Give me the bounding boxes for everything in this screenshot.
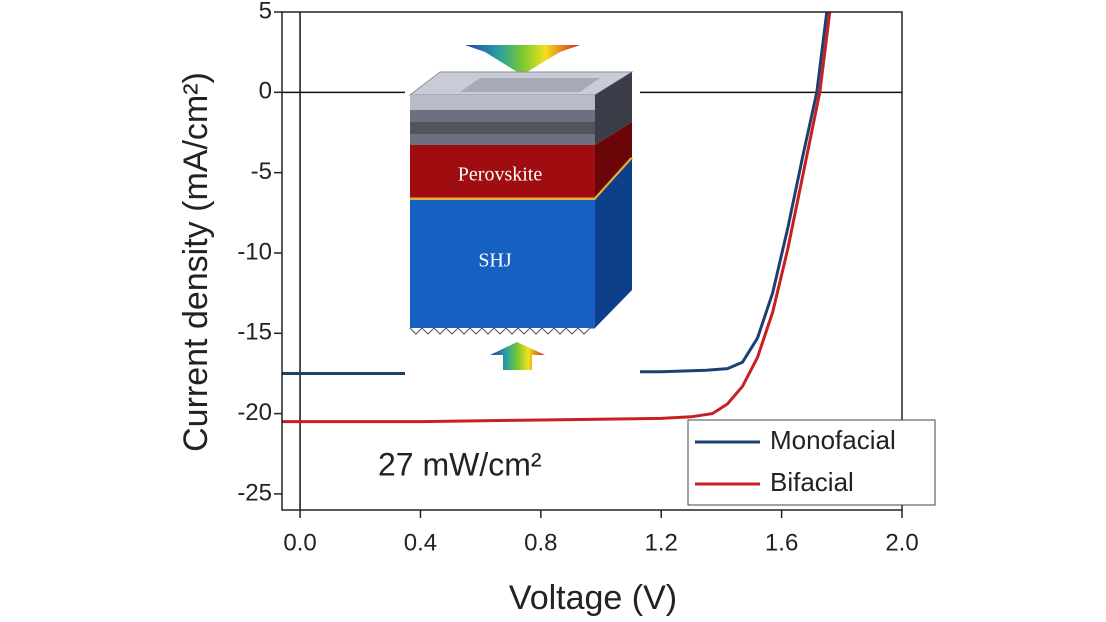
x-tick-label: 0.4 [404,529,437,556]
x-tick-label: 0.0 [283,529,316,556]
texture [409,327,595,335]
legend-label: Monofacial [770,425,896,455]
y-tick-label: -10 [237,238,272,265]
legend-label: Bifacial [770,467,854,497]
x-tick-label: 1.2 [645,529,678,556]
y-tick-label: 5 [259,0,272,24]
top-layer-1 [410,95,595,110]
y-axis-label: Current density (mA/cm²) [177,72,215,452]
annotation: 27 mW/cm² [378,446,542,482]
plot-frame [281,11,903,511]
light-arrow-top [465,45,580,75]
y-tick-label: 0 [259,78,272,105]
x-tick-label: 1.6 [765,529,798,556]
x-tick-label: 0.8 [524,529,557,556]
series-line [282,12,832,424]
top-layer-2 [410,122,595,134]
electrode [460,78,600,92]
side-top [595,72,632,145]
x-tick-label: 2.0 [885,529,918,556]
side-shj [595,159,632,328]
side-perovskite [595,122,632,198]
light-arrow-bottom [490,342,545,370]
y-tick-label: -20 [237,399,272,426]
legend: Monofacial Bifacial [687,419,936,506]
perovskite-layer [410,145,595,198]
y-tick-label: -25 [237,479,272,506]
inset-diagram: Perovskite SHJ [405,42,640,377]
y-tick-label: -5 [251,158,272,185]
shj-layer [410,200,595,328]
inset-label: SHJ [478,250,512,272]
inset-label: Perovskite [458,164,543,186]
y-tick-label: -15 [237,319,272,346]
legend-box [687,419,936,506]
interlayer-side [593,156,634,201]
x-axis-label: Voltage (V) [509,579,677,617]
